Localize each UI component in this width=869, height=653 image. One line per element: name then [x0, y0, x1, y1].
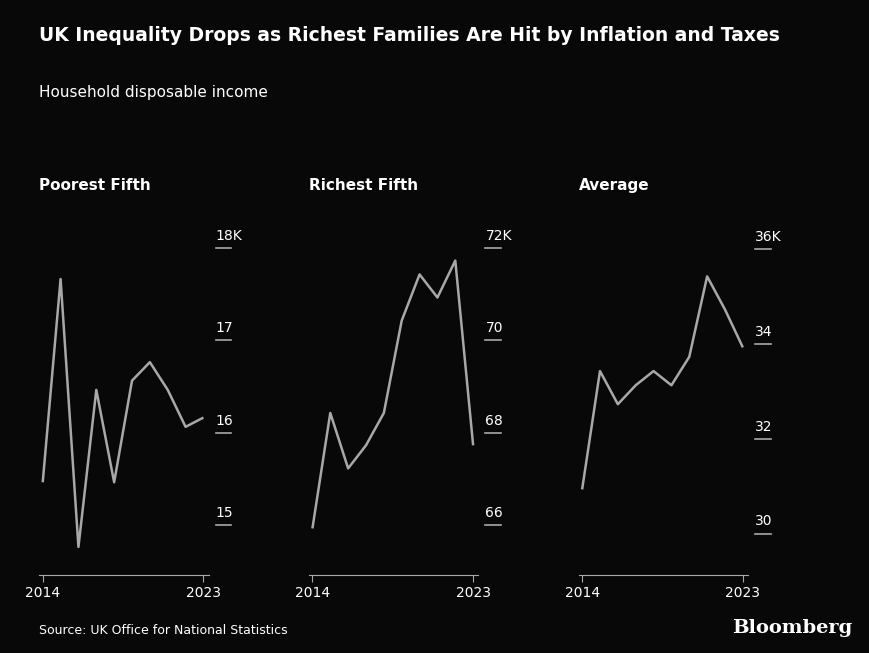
Text: 72K: 72K — [485, 229, 511, 243]
Text: 34: 34 — [754, 325, 772, 339]
Text: Bloomberg: Bloomberg — [732, 618, 852, 637]
Text: 16: 16 — [216, 413, 233, 428]
Text: Source: UK Office for National Statistics: Source: UK Office for National Statistic… — [39, 624, 288, 637]
Text: 30: 30 — [754, 515, 772, 528]
Text: Richest Fifth: Richest Fifth — [308, 178, 417, 193]
Text: 32: 32 — [754, 420, 772, 434]
Text: Average: Average — [578, 178, 648, 193]
Text: UK Inequality Drops as Richest Families Are Hit by Inflation and Taxes: UK Inequality Drops as Richest Families … — [39, 26, 779, 45]
Text: 70: 70 — [485, 321, 502, 335]
Text: 17: 17 — [216, 321, 233, 335]
Text: 15: 15 — [216, 506, 233, 520]
Text: 68: 68 — [485, 413, 502, 428]
Text: 18K: 18K — [216, 229, 242, 243]
Text: Household disposable income: Household disposable income — [39, 85, 268, 100]
Text: 66: 66 — [485, 506, 502, 520]
Text: 36K: 36K — [754, 231, 781, 244]
Text: Poorest Fifth: Poorest Fifth — [39, 178, 150, 193]
